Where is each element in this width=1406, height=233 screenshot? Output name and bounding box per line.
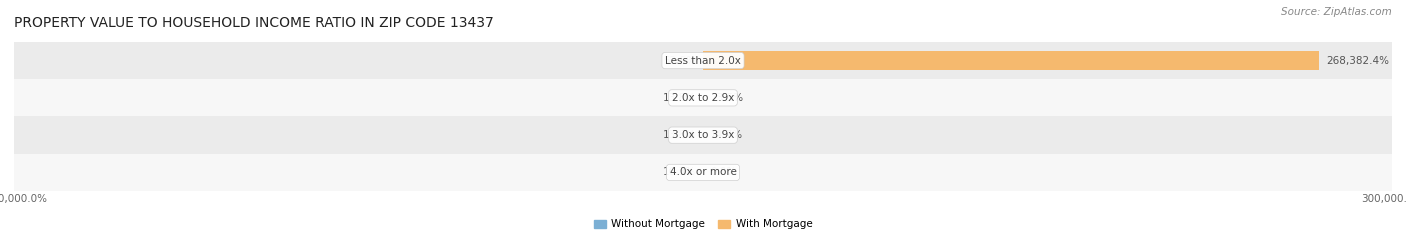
Text: 16.3%: 16.3% bbox=[664, 168, 696, 177]
Text: 268,382.4%: 268,382.4% bbox=[1326, 56, 1389, 65]
Bar bbox=[14, 116, 1392, 154]
Bar bbox=[14, 42, 1392, 79]
Text: Source: ZipAtlas.com: Source: ZipAtlas.com bbox=[1281, 7, 1392, 17]
Text: 0.0%: 0.0% bbox=[710, 168, 737, 177]
Text: 52.5%: 52.5% bbox=[662, 56, 696, 65]
Text: 14.7%: 14.7% bbox=[710, 130, 742, 140]
Text: 4.0x or more: 4.0x or more bbox=[669, 168, 737, 177]
Text: 73.5%: 73.5% bbox=[710, 93, 744, 103]
Bar bbox=[14, 79, 1392, 116]
Text: Less than 2.0x: Less than 2.0x bbox=[665, 56, 741, 65]
Bar bbox=[14, 154, 1392, 191]
Bar bbox=[703, 51, 1319, 70]
Text: PROPERTY VALUE TO HOUSEHOLD INCOME RATIO IN ZIP CODE 13437: PROPERTY VALUE TO HOUSEHOLD INCOME RATIO… bbox=[14, 16, 494, 30]
Text: 3.0x to 3.9x: 3.0x to 3.9x bbox=[672, 130, 734, 140]
Text: 13.8%: 13.8% bbox=[664, 93, 696, 103]
Text: 13.8%: 13.8% bbox=[664, 130, 696, 140]
Text: 2.0x to 2.9x: 2.0x to 2.9x bbox=[672, 93, 734, 103]
Legend: Without Mortgage, With Mortgage: Without Mortgage, With Mortgage bbox=[589, 215, 817, 233]
